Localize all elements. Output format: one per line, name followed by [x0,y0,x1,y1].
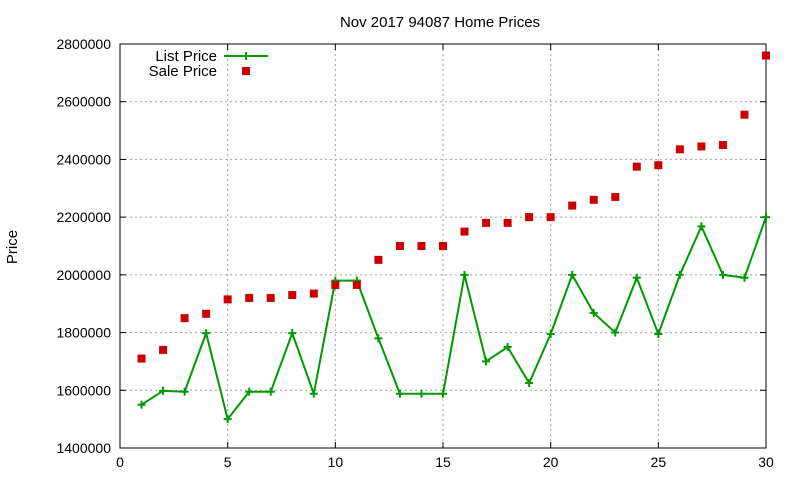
data-point-list-price [718,270,727,279]
series-layer [137,51,770,424]
y-tick-label: 1800000 [56,325,111,341]
data-point-sale-price [288,291,297,300]
data-point-sale-price [309,289,318,298]
data-point-sale-price [718,141,727,149]
series-line-list-price [140,216,767,422]
data-point-list-price [202,329,211,338]
legend-label-sale-price: Sale Price [149,63,217,80]
data-point-sale-price [439,242,447,250]
legend-marker-sale-price [242,67,250,75]
data-point-list-price [460,270,469,279]
y-tick-label: 2200000 [56,209,111,225]
x-tick-label: 10 [328,454,344,470]
data-point-sale-price [159,345,168,354]
data-point-sale-price [525,213,534,222]
data-point-sale-price [417,242,426,250]
data-point-sale-price [589,195,598,204]
data-point-sale-price [137,354,146,363]
data-point-list-price [439,389,447,398]
data-point-sale-price [740,110,749,119]
data-point-sale-price [482,218,491,227]
legend-label-list-price: List Price [155,48,217,65]
data-point-sale-price [697,142,706,151]
data-point-sale-price [675,145,684,154]
data-point-list-price [762,213,770,222]
data-point-sale-price [223,295,232,304]
x-tick-label: 0 [116,454,124,470]
data-point-sale-price [762,51,770,60]
data-point-list-price [309,389,318,398]
y-tick-label: 1400000 [56,440,111,456]
data-point-list-price [503,343,512,351]
data-point-sale-price [331,280,340,289]
y-tick-label: 2400000 [56,151,111,167]
data-point-sale-price [180,314,189,323]
data-point-sale-price [611,192,620,201]
axis-ticks: 0 5 10 15 20 25 30 1400000 1600000 1800000 2000000… [56,36,774,470]
chart-title: Nov 2017 94087 Home Prices [340,14,540,31]
data-point-list-price [525,379,534,388]
data-point-list-price [223,415,232,424]
data-point-sale-price [266,293,275,302]
data-point-list-price [654,330,663,339]
data-point-list-price [482,357,491,366]
x-tick-label: 15 [435,454,451,470]
data-point-list-price [740,273,749,282]
x-tick-label: 30 [758,454,774,470]
data-point-sale-price [352,280,361,289]
data-point-list-price [374,334,383,343]
data-point-list-price [675,270,684,279]
data-point-list-price [568,270,577,279]
data-point-list-price [180,387,189,396]
data-point-list-price [611,328,620,337]
data-point-list-price [245,387,254,396]
data-point-list-price [697,222,706,231]
y-tick-label: 2800000 [56,36,111,52]
x-tick-label: 25 [651,454,667,470]
data-point-sale-price [374,255,383,264]
data-point-sale-price [395,242,404,250]
data-point-list-price [395,389,404,398]
x-tick-label: 20 [543,454,559,470]
x-tick-label: 5 [224,454,232,470]
data-point-sale-price [546,213,555,222]
data-point-list-price [417,389,426,398]
data-point-list-price [632,273,641,282]
y-axis-label: Price [4,230,21,264]
y-tick-label: 2600000 [56,94,111,110]
data-point-sale-price [654,161,663,170]
data-point-sale-price [202,309,211,318]
data-point-list-price [288,329,297,338]
legend-marker-list-price [242,52,250,60]
y-tick-label: 2000000 [56,267,111,283]
data-point-list-price [159,386,168,395]
data-point-list-price [546,330,555,339]
y-tick-label: 1600000 [56,382,111,398]
data-point-list-price [589,308,598,317]
data-point-sale-price [632,162,641,171]
data-point-sale-price [460,227,469,236]
data-point-sale-price [245,293,254,302]
data-point-sale-price [503,218,512,227]
data-point-sale-price [568,201,577,210]
data-point-list-price [266,387,275,396]
data-point-list-price [137,400,146,409]
